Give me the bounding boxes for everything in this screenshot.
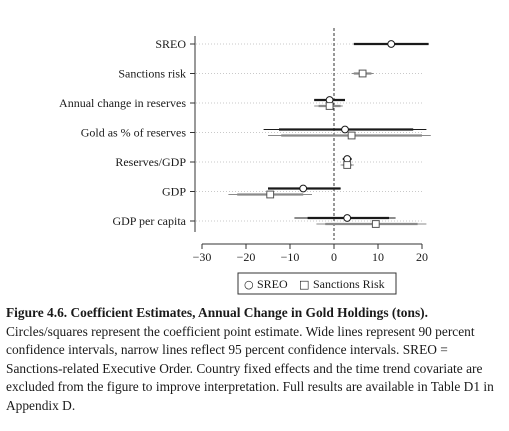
legend: ○ SREO □ Sanctions Risk bbox=[237, 272, 397, 295]
caption-body: Circles/squares represent the coefficien… bbox=[6, 323, 494, 413]
y-axis: SREO Sanctions risk Annual change in reser… bbox=[59, 36, 196, 232]
legend-sreo-symbol: ○ bbox=[244, 278, 254, 291]
x-tick-label: −30 bbox=[193, 250, 212, 264]
legend-risk-symbol: □ bbox=[299, 278, 309, 291]
sreo-estimate-gdp-per-capita bbox=[343, 214, 352, 222]
y-tick-label-gdp: GDP bbox=[162, 185, 186, 199]
sreo-estimate-gdp bbox=[299, 184, 308, 193]
coefficient-plot: SREO Sanctions risk Annual change in reser… bbox=[59, 28, 431, 295]
sanctions-risk-estimate-annual-change-in-reserves bbox=[325, 102, 334, 110]
x-tick-label: −10 bbox=[281, 250, 300, 264]
chart-marks bbox=[228, 40, 431, 228]
caption-title: Figure 4.6. Coefficient Estimates, Annua… bbox=[6, 305, 428, 320]
y-tick-label-gdp-per-capita: GDP per capita bbox=[112, 214, 186, 228]
y-tick-label-sanctions-risk: Sanctions risk bbox=[118, 67, 186, 81]
x-tick-label: −20 bbox=[237, 250, 256, 264]
figure-caption: Figure 4.6. Coefficient Estimates, Annua… bbox=[6, 304, 504, 416]
x-tick-label: 20 bbox=[416, 250, 428, 264]
sanctions-risk-estimate-gdp-per-capita bbox=[371, 220, 380, 228]
y-tick-label-sreo: SREO bbox=[155, 37, 186, 51]
y-tick-label-reserves-gdp: Reserves/GDP bbox=[115, 155, 186, 169]
sanctions-risk-estimate-sanctions-risk bbox=[358, 69, 367, 78]
y-tick-label-gold-as-of-reserves: Gold as % of reserves bbox=[81, 126, 187, 140]
x-axis: −30 −20 −10 0 10 20 bbox=[193, 243, 428, 264]
sanctions-risk-estimate-gold-as-of-reserves bbox=[347, 131, 356, 140]
sanctions-risk-estimate-reserves-gdp bbox=[343, 161, 352, 169]
sanctions-risk-estimate-gdp bbox=[266, 190, 275, 199]
x-tick-label: 0 bbox=[331, 250, 337, 264]
sreo-estimate-gold-as-of-reserves bbox=[341, 125, 349, 134]
sreo-estimate-sreo bbox=[387, 40, 396, 48]
legend-risk-label: Sanctions Risk bbox=[313, 277, 385, 291]
legend-sreo-label: SREO bbox=[257, 277, 288, 291]
x-tick-label: 10 bbox=[372, 250, 384, 264]
gridlines bbox=[196, 43, 424, 222]
y-tick-label-annual-change-in-reserves: Annual change in reserves bbox=[59, 96, 186, 110]
legend-box bbox=[237, 272, 397, 295]
